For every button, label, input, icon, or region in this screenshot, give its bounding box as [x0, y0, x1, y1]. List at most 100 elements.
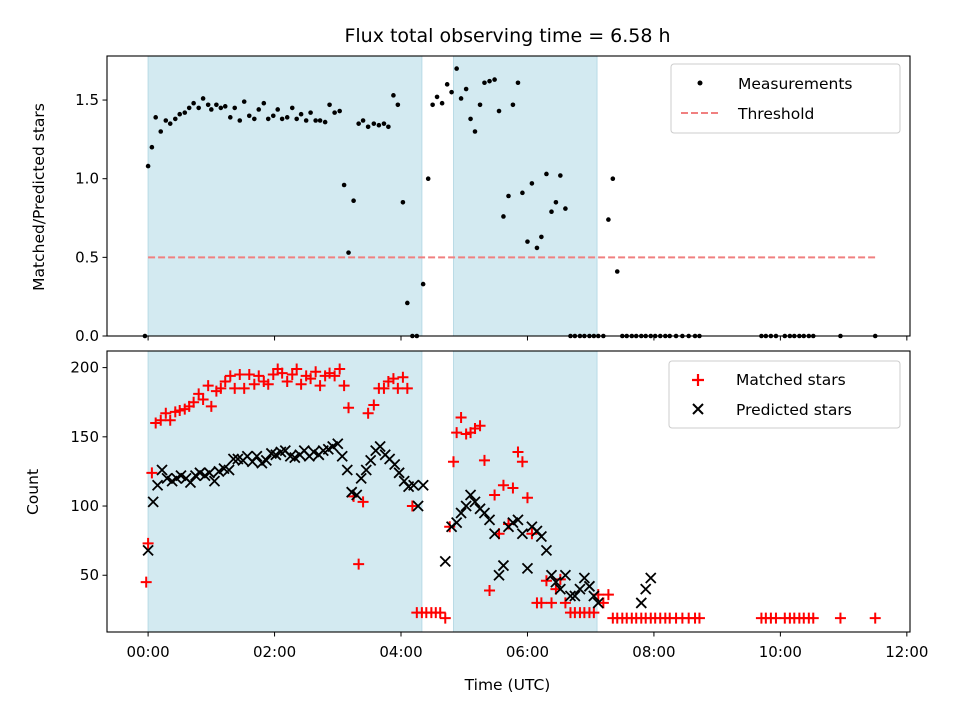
- measurement-point: [458, 96, 464, 101]
- bottom-y-tick-label: 100: [70, 497, 99, 515]
- x-tick-label: 02:00: [253, 643, 296, 661]
- matched-star-point: [362, 407, 374, 419]
- measurement-point: [434, 94, 440, 100]
- predicted-star-point: [559, 569, 572, 581]
- matched-star-point: [545, 597, 557, 609]
- matched-star-point: [526, 528, 538, 540]
- predicted-star-point: [351, 489, 363, 501]
- measurement-point: [525, 239, 530, 244]
- matched-star-point: [205, 400, 217, 412]
- matched-star-point: [516, 456, 528, 468]
- measurement-point: [158, 129, 164, 134]
- measurement-point: [360, 118, 366, 123]
- bottom-y-tick-label: 200: [70, 359, 99, 377]
- measurement-point: [376, 122, 382, 128]
- predicted-star-point: [374, 440, 386, 453]
- measurement-point: [167, 121, 173, 126]
- measurement-point: [496, 108, 502, 114]
- matched-star-point: [338, 380, 350, 392]
- measurement-point: [501, 214, 506, 219]
- top-y-tick-label: 1.0: [75, 170, 99, 188]
- predicted-star-point: [640, 583, 652, 595]
- measurement-point: [430, 102, 435, 108]
- measurement-point: [191, 100, 196, 106]
- predicted-star-point: [389, 458, 401, 471]
- matched-star-point: [489, 489, 501, 501]
- matched-star-point: [392, 382, 404, 394]
- matched-star-point: [234, 369, 246, 381]
- measurement-point: [270, 113, 276, 119]
- measurement-point: [563, 206, 568, 211]
- predicted-star-point: [497, 559, 510, 572]
- measurement-point: [614, 269, 620, 274]
- matched-star-point: [267, 369, 279, 381]
- top-plot-frame: [106, 55, 911, 337]
- measurement-point: [145, 163, 151, 169]
- measurement-point: [381, 121, 387, 126]
- matched-star-point: [693, 612, 705, 624]
- matched-star-point: [474, 420, 486, 432]
- top-observing-windows: [147, 55, 598, 337]
- matched-star-point: [588, 607, 600, 619]
- matched-star-point: [478, 454, 490, 466]
- matched-star-point: [378, 382, 390, 394]
- matched-star-point: [535, 597, 547, 609]
- measurement-point: [265, 116, 271, 122]
- predicted-star-point: [408, 479, 420, 491]
- measurement-point: [303, 118, 309, 123]
- measurement-point: [200, 96, 206, 101]
- bottom-y-tick-label: 150: [70, 428, 99, 446]
- x-tick-label: 12:00: [885, 643, 928, 661]
- measurement-point: [298, 111, 304, 117]
- predicted-star-point: [535, 530, 548, 543]
- predicted-star-point: [251, 450, 263, 462]
- matched-star-point: [512, 446, 524, 458]
- bottom-legend-box: [668, 360, 901, 429]
- predicted-star-point: [574, 583, 586, 595]
- predicted-star-point: [493, 569, 505, 581]
- predicted-star-point: [142, 544, 154, 556]
- measurement-point: [472, 129, 478, 134]
- matched-star-point: [305, 373, 317, 385]
- matched-star-point: [447, 456, 459, 468]
- predicted-star-point: [439, 555, 451, 568]
- matched-star-point: [602, 589, 614, 601]
- legend-predicted-marker: [692, 403, 704, 415]
- matched-star-point: [291, 363, 303, 375]
- matched-star-point: [310, 366, 322, 378]
- matched-star-point: [353, 558, 365, 570]
- measurement-point: [227, 115, 233, 120]
- measurement-point: [332, 110, 337, 115]
- matched-star-point: [164, 414, 176, 426]
- matched-star-point: [484, 584, 496, 596]
- matched-star-point: [368, 399, 380, 411]
- predicted-star-point: [516, 528, 529, 540]
- measurement-point: [172, 116, 178, 122]
- matched-star-point: [434, 607, 446, 619]
- measurement-point: [463, 86, 469, 92]
- matched-star-point: [497, 479, 509, 491]
- matched-star-point: [343, 402, 355, 414]
- bottom-y-axis-label: Count: [24, 469, 42, 515]
- measurement-point: [294, 116, 299, 122]
- measurement-point: [515, 80, 521, 86]
- matched-star-point: [215, 382, 227, 394]
- predicted-star-point: [156, 464, 168, 476]
- predicted-star-point: [223, 464, 235, 476]
- measurement-point: [186, 105, 192, 111]
- measurement-point: [308, 110, 313, 115]
- top-x-axis-ticks: [147, 336, 908, 341]
- top-y-axis-ticks: 0.0 0.5 1.0 1.5: [75, 91, 107, 345]
- measurement-point: [149, 144, 155, 150]
- measurement-point: [261, 100, 267, 106]
- measurement-point: [468, 116, 473, 122]
- matched-star-point: [329, 370, 341, 382]
- legend-predicted-label: Predicted stars: [736, 401, 852, 419]
- predicted-star-point: [336, 450, 348, 462]
- bottom-y-axis-ticks: 50 100 150 200: [70, 359, 107, 584]
- top-legend: Measurements Threshold: [670, 63, 901, 134]
- measurement-point: [510, 102, 516, 108]
- bottom-legend: Matched stars Predicted stars: [668, 360, 901, 429]
- matched-star-point: [281, 375, 293, 387]
